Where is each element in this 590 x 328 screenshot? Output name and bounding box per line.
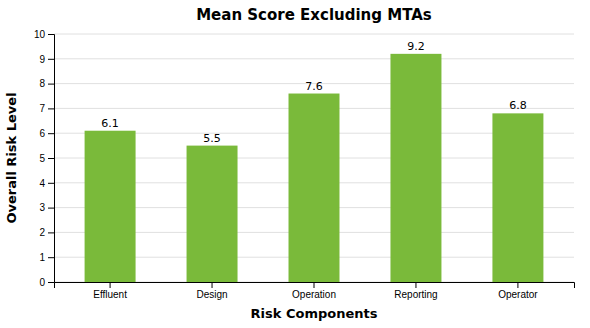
y-axis: 0 1 2 3 4 5 6 7 8 9 10: [34, 29, 55, 288]
x-tick: Effluent: [93, 282, 127, 300]
y-tick-mark: [48, 108, 54, 109]
x-axis-title: Risk Components: [251, 306, 378, 321]
grid-line: [54, 58, 574, 59]
data-label: 6.1: [101, 117, 119, 130]
x-tick: Reporting: [394, 282, 437, 300]
x-axis-line: [55, 283, 575, 289]
bar: [289, 94, 340, 282]
data-label: 5.5: [203, 132, 221, 145]
x-tick-mark: [415, 282, 416, 288]
data-label: 7.6: [305, 80, 323, 93]
y-tick-mark: [48, 257, 54, 258]
y-tick: 3: [39, 202, 54, 213]
x-tick-mark: [212, 282, 213, 288]
x-tick-label: Design: [196, 289, 227, 300]
x-tick-label: Operator: [498, 289, 538, 300]
plot-area: 6.1 5.5 7.6 9.2 6.8 0 1 2 3 4 5 6 7 8 9 10 Effluent Desig…: [34, 29, 575, 300]
bar: [492, 113, 543, 282]
data-label: 6.8: [509, 99, 527, 112]
title: Mean Score Excluding MTAs: [196, 6, 432, 24]
bar: [390, 54, 441, 282]
y-tick: 1: [39, 252, 54, 263]
y-tick-mark: [48, 232, 54, 233]
y-tick-label: 0: [39, 277, 45, 288]
y-tick: 4: [39, 178, 54, 189]
y-tick-label: 9: [39, 54, 45, 65]
grid-line: [54, 34, 574, 35]
y-tick-label: 7: [39, 103, 45, 114]
y-tick: 9: [39, 54, 54, 65]
bars: [85, 54, 544, 282]
y-tick-mark: [48, 158, 54, 159]
x-tick-mark: [314, 282, 315, 288]
y-tick-label: 1: [39, 252, 45, 263]
y-tick: 7: [39, 103, 54, 114]
y-tick-mark: [48, 133, 54, 134]
y-tick-mark: [48, 59, 54, 60]
bar: [85, 131, 136, 282]
y-tick: 6: [39, 128, 54, 139]
x-tick: Operation: [292, 282, 336, 300]
x-tick: Operator: [498, 282, 538, 300]
y-tick-label: 2: [39, 227, 45, 238]
y-tick-label: 4: [39, 178, 45, 189]
y-tick-mark: [48, 208, 54, 209]
y-tick-label: 5: [39, 153, 45, 164]
y-axis-line: [48, 35, 55, 283]
y-axis-title: Overall Risk Level: [4, 92, 19, 223]
y-tick: 10: [34, 29, 54, 40]
x-axis: Effluent Design Operation Reporting Operator: [55, 282, 575, 300]
y-tick-label: 6: [39, 128, 45, 139]
grid: [54, 34, 574, 282]
y-tick: 5: [39, 153, 54, 164]
bar: [187, 146, 238, 282]
y-tick-label: 3: [39, 202, 45, 213]
y-tick: 8: [39, 78, 54, 89]
data-label: 9.2: [407, 40, 425, 53]
y-tick-label: 10: [34, 29, 46, 40]
chart: 6.1 5.5 7.6 9.2 6.8 0 1 2 3 4 5 6 7 8 9 10 Effluent Desig…: [0, 0, 590, 328]
data-labels: 6.1 5.5 7.6 9.2 6.8: [101, 40, 526, 145]
y-tick-mark: [48, 84, 54, 85]
y-tick: 2: [39, 227, 54, 238]
x-tick-label: Reporting: [394, 289, 437, 300]
y-tick-label: 8: [39, 78, 45, 89]
y-tick: 0: [39, 277, 54, 288]
y-tick-mark: [48, 282, 54, 283]
x-tick-label: Operation: [292, 289, 336, 300]
y-tick-mark: [48, 34, 54, 35]
x-tick-label: Effluent: [93, 289, 127, 300]
x-tick: Design: [196, 282, 227, 300]
x-tick-mark: [517, 282, 518, 288]
y-tick-mark: [48, 183, 54, 184]
x-tick-mark: [110, 282, 111, 288]
